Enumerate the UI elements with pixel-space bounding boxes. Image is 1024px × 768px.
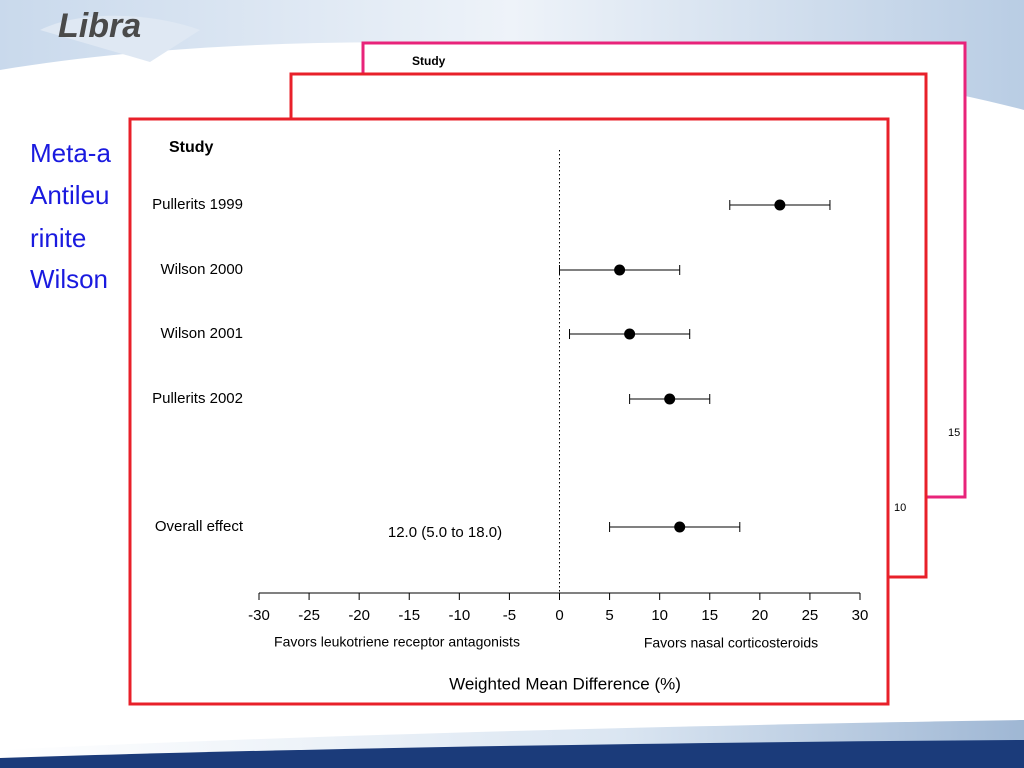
slide-title-line: Antileu [30, 180, 110, 210]
slide-title-line: rinite [30, 223, 86, 253]
top-band [0, 0, 1024, 110]
slide-title-line: Meta-a [30, 138, 111, 168]
study-label: Wilson 2001 [160, 325, 243, 342]
x-tick-label: 5 [605, 607, 613, 624]
x-tick-label: 15 [701, 607, 718, 624]
right-note: Favors nasal corticosteroids [644, 635, 818, 651]
study-label: Wilson 2000 [160, 261, 243, 278]
x-axis-title: Weighted Mean Difference (%) [449, 674, 681, 693]
study-label: Pullerits 1999 [152, 196, 243, 213]
x-tick-label: -30 [248, 607, 270, 624]
point-estimate [624, 328, 636, 340]
logo: Libra [58, 7, 141, 45]
logo-swoosh [40, 15, 200, 62]
point-estimate [674, 521, 686, 533]
back-panel-tick: 10 [894, 502, 906, 514]
left-note: Favors leukotriene receptor antagonists [274, 634, 520, 650]
chart-panel [128, 117, 890, 706]
summary-value-label: 12.0 (5.0 to 18.0) [388, 524, 502, 541]
x-tick-label: 30 [852, 607, 869, 624]
point-estimate [614, 264, 626, 276]
x-tick-label: 20 [751, 607, 768, 624]
back-panel-tick: 15 [948, 427, 960, 439]
x-tick-label: 0 [555, 607, 563, 624]
x-tick-label: -5 [503, 607, 516, 624]
bottom-stripe [0, 740, 1024, 768]
x-tick-label: 10 [651, 607, 668, 624]
x-tick-label: -20 [348, 607, 370, 624]
column-header: Study [169, 139, 214, 156]
x-tick-label: 25 [802, 607, 819, 624]
point-estimate [664, 393, 676, 405]
study-label: Pullerits 2002 [152, 390, 243, 407]
x-tick-label: -10 [448, 607, 470, 624]
back-panel-header: Study [412, 54, 446, 68]
summary-label: Overall effect [155, 518, 244, 535]
slide-title-line: Wilson [30, 264, 108, 294]
x-tick-label: -25 [298, 607, 320, 624]
point-estimate [774, 199, 786, 211]
x-tick-label: -15 [398, 607, 420, 624]
